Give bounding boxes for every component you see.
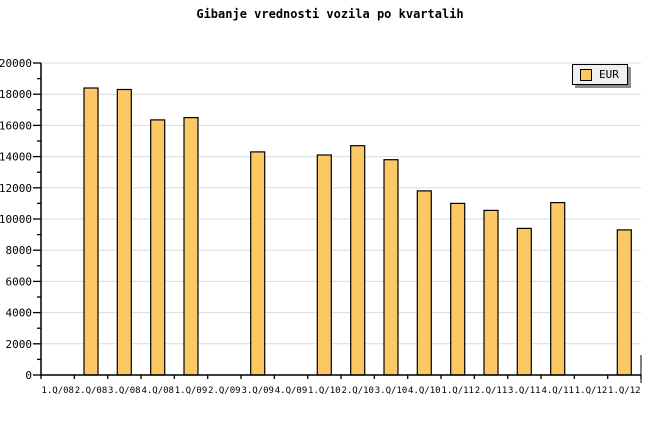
svg-text:16000: 16000 bbox=[0, 119, 32, 132]
svg-text:2.Q/09: 2.Q/09 bbox=[208, 386, 241, 396]
svg-text:4.Q/08: 4.Q/08 bbox=[141, 386, 174, 396]
svg-text:10000: 10000 bbox=[0, 213, 32, 226]
svg-text:3.Q/08: 3.Q/08 bbox=[108, 386, 141, 396]
bar bbox=[516, 227, 532, 376]
bar bbox=[183, 116, 199, 376]
svg-text:1.Q/09: 1.Q/09 bbox=[175, 386, 208, 396]
svg-text:2.Q/08: 2.Q/08 bbox=[75, 386, 108, 396]
bar bbox=[616, 229, 632, 376]
bar bbox=[116, 88, 132, 376]
svg-text:20000: 20000 bbox=[0, 57, 32, 70]
svg-text:1.Q/12: 1.Q/12 bbox=[575, 386, 608, 396]
svg-text:12000: 12000 bbox=[0, 182, 32, 195]
svg-text:4.Q/11: 4.Q/11 bbox=[541, 386, 574, 396]
svg-text:1.Q/12: 1.Q/12 bbox=[608, 386, 641, 396]
bar bbox=[150, 119, 166, 376]
svg-text:4.Q/10: 4.Q/10 bbox=[408, 386, 441, 396]
legend-swatch-eur bbox=[580, 68, 592, 81]
svg-text:4000: 4000 bbox=[6, 307, 33, 320]
svg-text:3.Q/11: 3.Q/11 bbox=[508, 386, 541, 396]
svg-text:2.Q/11: 2.Q/11 bbox=[475, 386, 508, 396]
svg-text:6000: 6000 bbox=[6, 275, 33, 288]
legend-label-eur: EUR bbox=[599, 68, 619, 81]
bars bbox=[83, 87, 632, 376]
legend-box: EUR bbox=[572, 64, 628, 85]
chart-title: Gibanje vrednosti vozila po kvartalih bbox=[196, 7, 464, 21]
svg-text:18000: 18000 bbox=[0, 88, 32, 101]
svg-text:1.Q/08: 1.Q/08 bbox=[41, 386, 74, 396]
svg-text:1.Q/11: 1.Q/11 bbox=[441, 386, 474, 396]
svg-text:8000: 8000 bbox=[6, 244, 33, 257]
bar bbox=[316, 154, 332, 376]
x-ticks bbox=[40, 375, 642, 379]
bar bbox=[550, 202, 566, 376]
svg-text:2000: 2000 bbox=[6, 338, 33, 351]
svg-text:3.Q/09: 3.Q/09 bbox=[241, 386, 274, 396]
bar bbox=[383, 159, 399, 376]
svg-text:14000: 14000 bbox=[0, 151, 32, 164]
bar bbox=[416, 190, 432, 376]
y-ticks bbox=[33, 62, 41, 376]
y-axis-labels: 0 2000 4000 6000 8000 10000 12000 14000 16000 180… bbox=[0, 57, 32, 382]
bar bbox=[83, 87, 99, 376]
svg-text:1.Q/10: 1.Q/10 bbox=[308, 386, 341, 396]
svg-text:3.Q/10: 3.Q/10 bbox=[375, 386, 408, 396]
svg-text:0: 0 bbox=[25, 369, 32, 382]
svg-text:2.Q/10: 2.Q/10 bbox=[341, 386, 374, 396]
gridlines bbox=[41, 62, 641, 345]
bar bbox=[350, 145, 366, 376]
bar bbox=[483, 209, 499, 376]
bar bbox=[450, 202, 466, 376]
svg-text:4.Q/09: 4.Q/09 bbox=[275, 386, 308, 396]
x-axis-labels: 1.Q/08 2.Q/08 3.Q/08 4.Q/08 1.Q/09 2.Q/09 3.Q/… bbox=[41, 386, 640, 396]
bar bbox=[250, 151, 266, 376]
